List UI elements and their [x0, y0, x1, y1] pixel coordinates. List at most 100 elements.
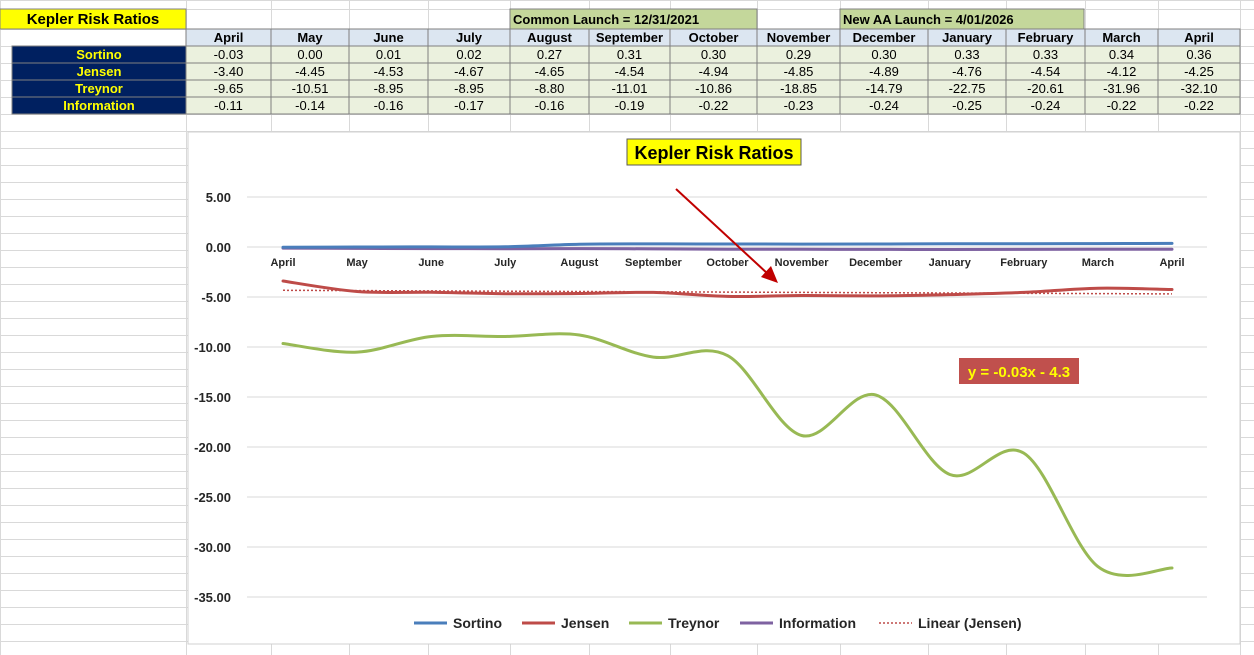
legend-sortino[interactable]: Sortino: [414, 615, 502, 631]
value-sortino: 0.00: [297, 47, 322, 62]
month-header: May: [297, 30, 323, 45]
value-information: -0.19: [615, 98, 645, 113]
value-treynor: -8.95: [374, 81, 404, 96]
value-sortino: 0.36: [1186, 47, 1211, 62]
banner-new-aa-launch-text: New AA Launch = 4/01/2026: [843, 12, 1014, 27]
month-header: April: [214, 30, 244, 45]
value-cell: [1157, 96, 1241, 115]
month-header: July: [456, 30, 483, 45]
value-information: -0.22: [1107, 98, 1137, 113]
value-sortino: 0.27: [537, 47, 562, 62]
value-sortino: 0.33: [1033, 47, 1058, 62]
series-line-information[interactable]: [281, 246, 1174, 251]
y-tick-label: 5.00: [206, 190, 231, 205]
value-jensen: -4.89: [869, 64, 899, 79]
month-header: December: [853, 30, 916, 45]
value-sortino: 0.30: [871, 47, 896, 62]
value-sortino: 0.29: [786, 47, 811, 62]
chart-area[interactable]: [187, 131, 1241, 645]
x-tick-label: June: [418, 257, 444, 269]
month-header: October: [689, 30, 739, 45]
value-treynor: -20.61: [1027, 81, 1064, 96]
value-treynor: -10.51: [292, 81, 329, 96]
legend-treynor[interactable]: Treynor: [629, 615, 720, 631]
value-jensen: -4.54: [1031, 64, 1061, 79]
value-information: -0.17: [454, 98, 484, 113]
month-header: April: [1184, 30, 1214, 45]
value-sortino: 0.30: [701, 47, 726, 62]
month-header: February: [1018, 30, 1074, 45]
x-tick-label: September: [625, 257, 683, 269]
chart-title: Kepler Risk Ratios: [634, 143, 793, 163]
x-tick-label: July: [494, 257, 517, 269]
series-line-treynor[interactable]: [281, 332, 1174, 577]
value-information: -0.22: [699, 98, 729, 113]
value-sortino: 0.02: [456, 47, 481, 62]
sheet-title-cell: [0, 8, 187, 30]
value-treynor: -32.10: [1181, 81, 1218, 96]
value-sortino: 0.31: [617, 47, 642, 62]
x-tick-label: March: [1082, 257, 1115, 269]
value-information: -0.23: [784, 98, 814, 113]
y-tick-label: -15.00: [194, 390, 231, 405]
x-tick-label: November: [775, 257, 830, 269]
x-tick-label: January: [929, 257, 972, 269]
legend-label: Sortino: [453, 615, 502, 631]
sheet-title: Kepler Risk Ratios: [27, 11, 160, 28]
value-sortino: 0.34: [1109, 47, 1134, 62]
legend-label: Linear (Jensen): [918, 615, 1021, 631]
month-header: June: [373, 30, 403, 45]
y-tick-label: -10.00: [194, 340, 231, 355]
x-tick-label: February: [1000, 257, 1048, 269]
value-jensen: -4.45: [295, 64, 325, 79]
value-jensen: -3.40: [214, 64, 244, 79]
legend-jensen[interactable]: Jensen: [522, 615, 609, 631]
row-label-information: Information: [63, 98, 135, 113]
value-treynor: -18.85: [780, 81, 817, 96]
month-header: January: [942, 30, 993, 45]
x-tick-label: August: [560, 257, 598, 269]
month-header: September: [596, 30, 663, 45]
row-label-treynor: Treynor: [75, 81, 123, 96]
banner-common-launch-text: Common Launch = 12/31/2021: [513, 12, 699, 27]
legend-information[interactable]: Information: [740, 615, 856, 631]
y-tick-label: -30.00: [194, 540, 231, 555]
value-treynor: -11.01: [612, 81, 648, 96]
value-information: -0.24: [869, 98, 899, 113]
value-jensen: -4.53: [374, 64, 404, 79]
legend-linear-jensen[interactable]: Linear (Jensen): [879, 615, 1021, 631]
value-jensen: -4.65: [535, 64, 565, 79]
row-label-jensen: Jensen: [77, 64, 122, 79]
value-jensen: -4.85: [784, 64, 814, 79]
y-tick-label: 0.00: [206, 240, 231, 255]
value-information: -0.16: [374, 98, 404, 113]
value-sortino: 0.01: [376, 47, 401, 62]
x-tick-label: December: [849, 257, 903, 269]
value-jensen: -4.76: [952, 64, 982, 79]
x-tick-label: April: [1159, 257, 1184, 269]
value-information: -0.22: [1184, 98, 1214, 113]
value-sortino: -0.03: [214, 47, 244, 62]
value-information: -0.16: [535, 98, 565, 113]
value-treynor: -31.96: [1103, 81, 1140, 96]
value-treynor: -8.95: [454, 81, 484, 96]
series-line-sortino[interactable]: [281, 241, 1174, 249]
legend-label: Treynor: [668, 615, 720, 631]
month-header: March: [1102, 30, 1140, 45]
value-information: -0.24: [1031, 98, 1061, 113]
annotation-arrow-head: [761, 266, 778, 283]
series-line-jensen[interactable]: [281, 279, 1174, 299]
value-jensen: -4.67: [454, 64, 484, 79]
month-header: November: [767, 30, 831, 45]
y-tick-label: -35.00: [194, 590, 231, 605]
trendline-equation: y = -0.03x - 4.3: [968, 364, 1070, 381]
value-jensen: -4.94: [699, 64, 729, 79]
x-tick-label: April: [270, 257, 295, 269]
value-treynor: -10.86: [695, 81, 732, 96]
y-tick-label: -5.00: [201, 290, 231, 305]
value-treynor: -14.79: [866, 81, 903, 96]
legend-label: Jensen: [561, 615, 609, 631]
value-information: -0.25: [952, 98, 982, 113]
value-treynor: -8.80: [535, 81, 565, 96]
